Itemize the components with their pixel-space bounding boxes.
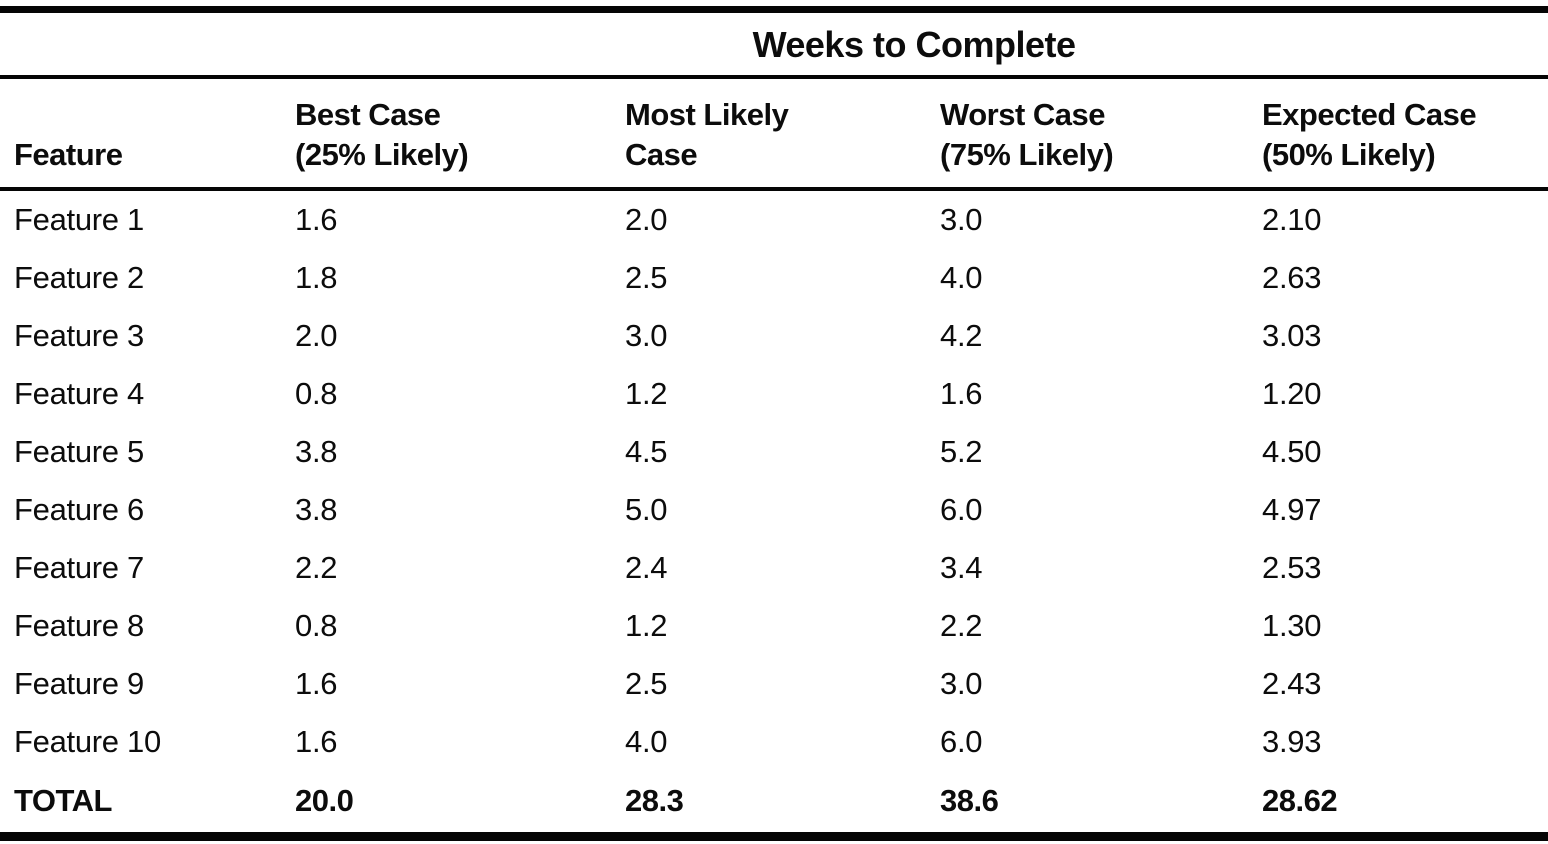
- feature-cell: Feature 9: [14, 666, 144, 701]
- best-case-cell: 1.6: [295, 202, 338, 237]
- expected-case-cell: 4.97: [1262, 492, 1322, 527]
- column-header-worst-case-line1: Worst Case: [940, 97, 1106, 132]
- expected-case-cell: 3.93: [1262, 724, 1322, 759]
- column-header-most-likely-line2: Case: [625, 137, 698, 172]
- table-row: Feature 5 3.8 4.5 5.2 4.50: [0, 423, 1548, 481]
- feature-cell: Feature 5: [14, 434, 144, 469]
- most-likely-cell: 1.2: [625, 376, 668, 411]
- expected-case-cell: 3.03: [1262, 318, 1322, 353]
- most-likely-cell: 2.5: [625, 666, 668, 701]
- column-header-best-case-line1: Best Case: [295, 97, 441, 132]
- expected-case-cell: 1.20: [1262, 376, 1322, 411]
- spanning-header-spacer: [0, 9, 280, 79]
- column-header-expected-case-line1: Expected Case: [1262, 97, 1477, 132]
- total-label-cell: TOTAL: [14, 783, 112, 818]
- best-case-cell: 3.8: [295, 492, 338, 527]
- column-header-best-case: Best Case (25% Likely): [280, 77, 610, 191]
- table-row: Feature 8 0.8 1.2 2.2 1.30: [0, 597, 1548, 655]
- feature-cell: Feature 6: [14, 492, 144, 527]
- best-case-cell: 0.8: [295, 608, 338, 643]
- estimation-table: Weeks to Complete Feature Best Case (25%…: [0, 6, 1548, 841]
- total-worst-case-cell: 38.6: [940, 783, 999, 818]
- total-best-case-cell: 20.0: [295, 783, 354, 818]
- worst-case-cell: 3.0: [940, 666, 983, 701]
- worst-case-cell: 4.0: [940, 260, 983, 295]
- table-row: Feature 4 0.8 1.2 1.6 1.20: [0, 365, 1548, 423]
- feature-cell: Feature 4: [14, 376, 144, 411]
- worst-case-cell: 1.6: [940, 376, 983, 411]
- worst-case-cell: 6.0: [940, 492, 983, 527]
- expected-case-cell: 4.50: [1262, 434, 1322, 469]
- most-likely-cell: 4.0: [625, 724, 668, 759]
- column-header-worst-case: Worst Case (75% Likely): [925, 77, 1247, 191]
- best-case-cell: 3.8: [295, 434, 338, 469]
- worst-case-cell: 6.0: [940, 724, 983, 759]
- column-header-feature: Feature: [0, 77, 280, 191]
- feature-cell: Feature 8: [14, 608, 144, 643]
- best-case-cell: 0.8: [295, 376, 338, 411]
- table-row: Feature 1 1.6 2.0 3.0 2.10: [0, 189, 1548, 249]
- best-case-cell: 1.8: [295, 260, 338, 295]
- worst-case-cell: 3.4: [940, 550, 983, 585]
- best-case-cell: 2.0: [295, 318, 338, 353]
- expected-case-cell: 2.10: [1262, 202, 1322, 237]
- table-row: Feature 7 2.2 2.4 3.4 2.53: [0, 539, 1548, 597]
- expected-case-cell: 2.53: [1262, 550, 1322, 585]
- table-row: Feature 9 1.6 2.5 3.0 2.43: [0, 655, 1548, 713]
- column-header-row: Feature Best Case (25% Likely) Most Like…: [0, 77, 1548, 191]
- column-header-most-likely: Most Likely Case: [610, 77, 925, 191]
- most-likely-cell: 2.4: [625, 550, 668, 585]
- best-case-cell: 1.6: [295, 666, 338, 701]
- total-expected-case-cell: 28.62: [1262, 783, 1338, 818]
- spanning-header-row: Weeks to Complete: [0, 9, 1548, 79]
- worst-case-cell: 5.2: [940, 434, 983, 469]
- table-row: Feature 3 2.0 3.0 4.2 3.03: [0, 307, 1548, 365]
- worst-case-cell: 2.2: [940, 608, 983, 643]
- column-header-expected-case: Expected Case (50% Likely): [1247, 77, 1548, 191]
- best-case-cell: 2.2: [295, 550, 338, 585]
- column-header-feature-label: Feature: [14, 137, 123, 172]
- feature-cell: Feature 2: [14, 260, 144, 295]
- expected-case-cell: 2.63: [1262, 260, 1322, 295]
- table-title: Weeks to Complete: [280, 9, 1548, 79]
- table-row: Feature 6 3.8 5.0 6.0 4.97: [0, 481, 1548, 539]
- column-header-most-likely-line1: Most Likely: [625, 97, 789, 132]
- expected-case-cell: 2.43: [1262, 666, 1322, 701]
- most-likely-cell: 1.2: [625, 608, 668, 643]
- feature-cell: Feature 10: [14, 724, 161, 759]
- most-likely-cell: 3.0: [625, 318, 668, 353]
- most-likely-cell: 2.5: [625, 260, 668, 295]
- table-row: Feature 10 1.6 4.0 6.0 3.93: [0, 713, 1548, 771]
- worst-case-cell: 4.2: [940, 318, 983, 353]
- total-row: TOTAL 20.0 28.3 38.6 28.62: [0, 771, 1548, 837]
- expected-case-cell: 1.30: [1262, 608, 1322, 643]
- most-likely-cell: 5.0: [625, 492, 668, 527]
- best-case-cell: 1.6: [295, 724, 338, 759]
- most-likely-cell: 4.5: [625, 434, 668, 469]
- feature-cell: Feature 1: [14, 202, 144, 237]
- worst-case-cell: 3.0: [940, 202, 983, 237]
- table-row: Feature 2 1.8 2.5 4.0 2.63: [0, 249, 1548, 307]
- most-likely-cell: 2.0: [625, 202, 668, 237]
- column-header-expected-case-line2: (50% Likely): [1262, 137, 1436, 172]
- feature-cell: Feature 7: [14, 550, 144, 585]
- total-most-likely-cell: 28.3: [625, 783, 684, 818]
- feature-cell: Feature 3: [14, 318, 144, 353]
- column-header-best-case-line2: (25% Likely): [295, 137, 469, 172]
- column-header-worst-case-line2: (75% Likely): [940, 137, 1114, 172]
